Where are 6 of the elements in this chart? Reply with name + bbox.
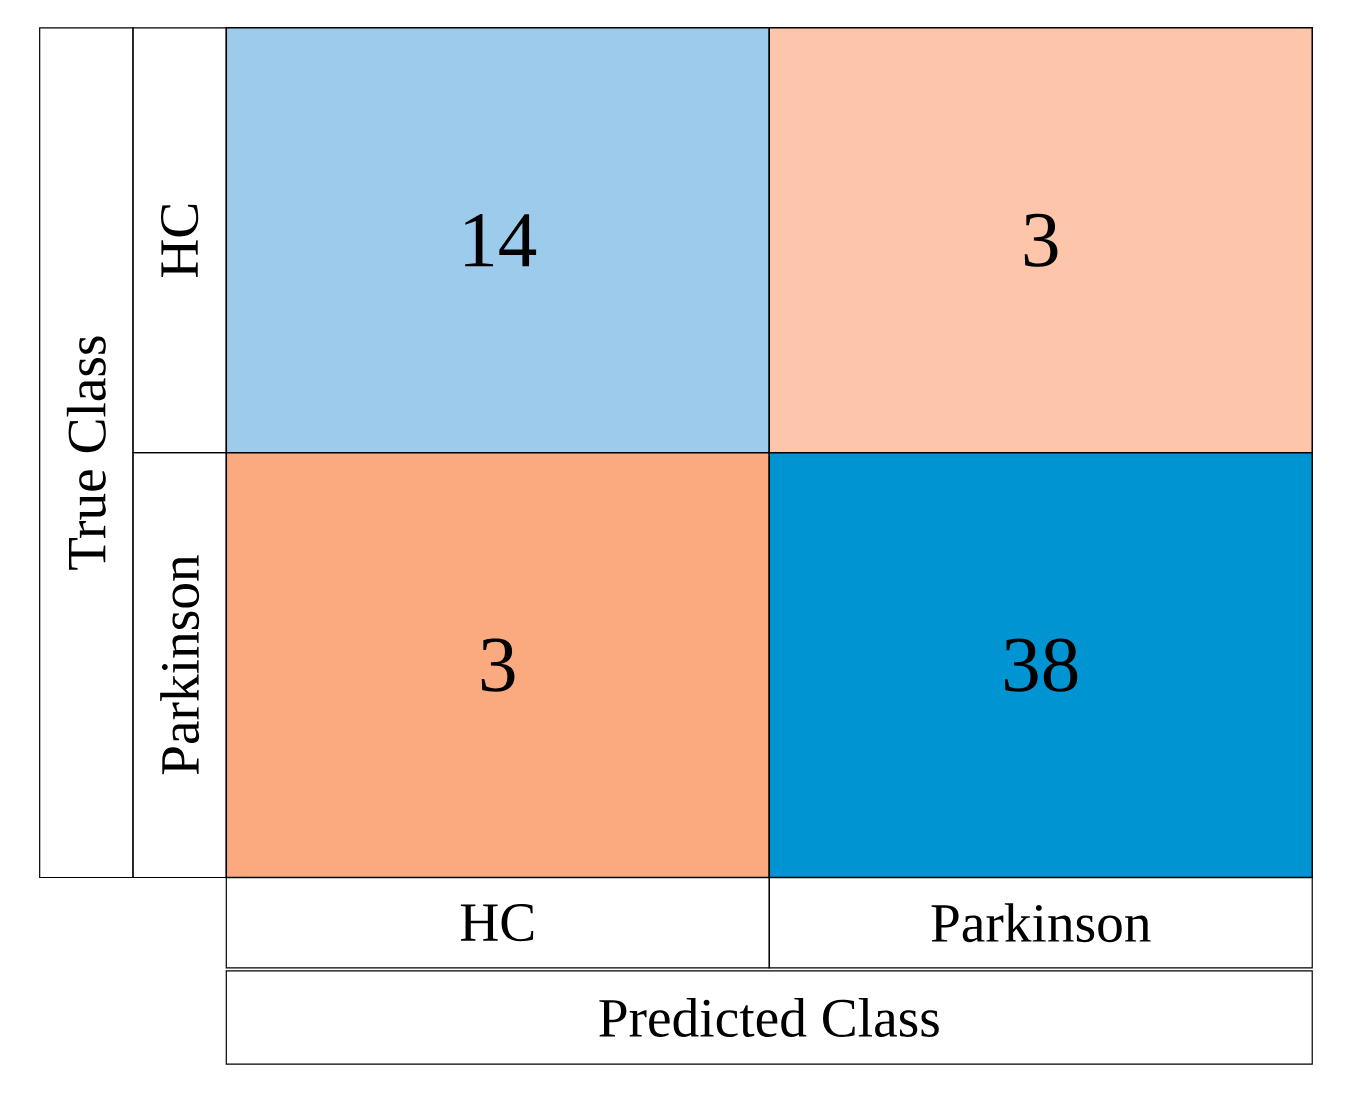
data-label: 14 xyxy=(465,214,537,267)
data-label: 3 xyxy=(1024,213,1058,267)
x-axis-title: Predicted Class xyxy=(599,998,939,1038)
data-label: 3 xyxy=(481,638,515,692)
y-axis-title: True Class xyxy=(66,336,106,570)
data-label: 38 xyxy=(1004,638,1078,692)
